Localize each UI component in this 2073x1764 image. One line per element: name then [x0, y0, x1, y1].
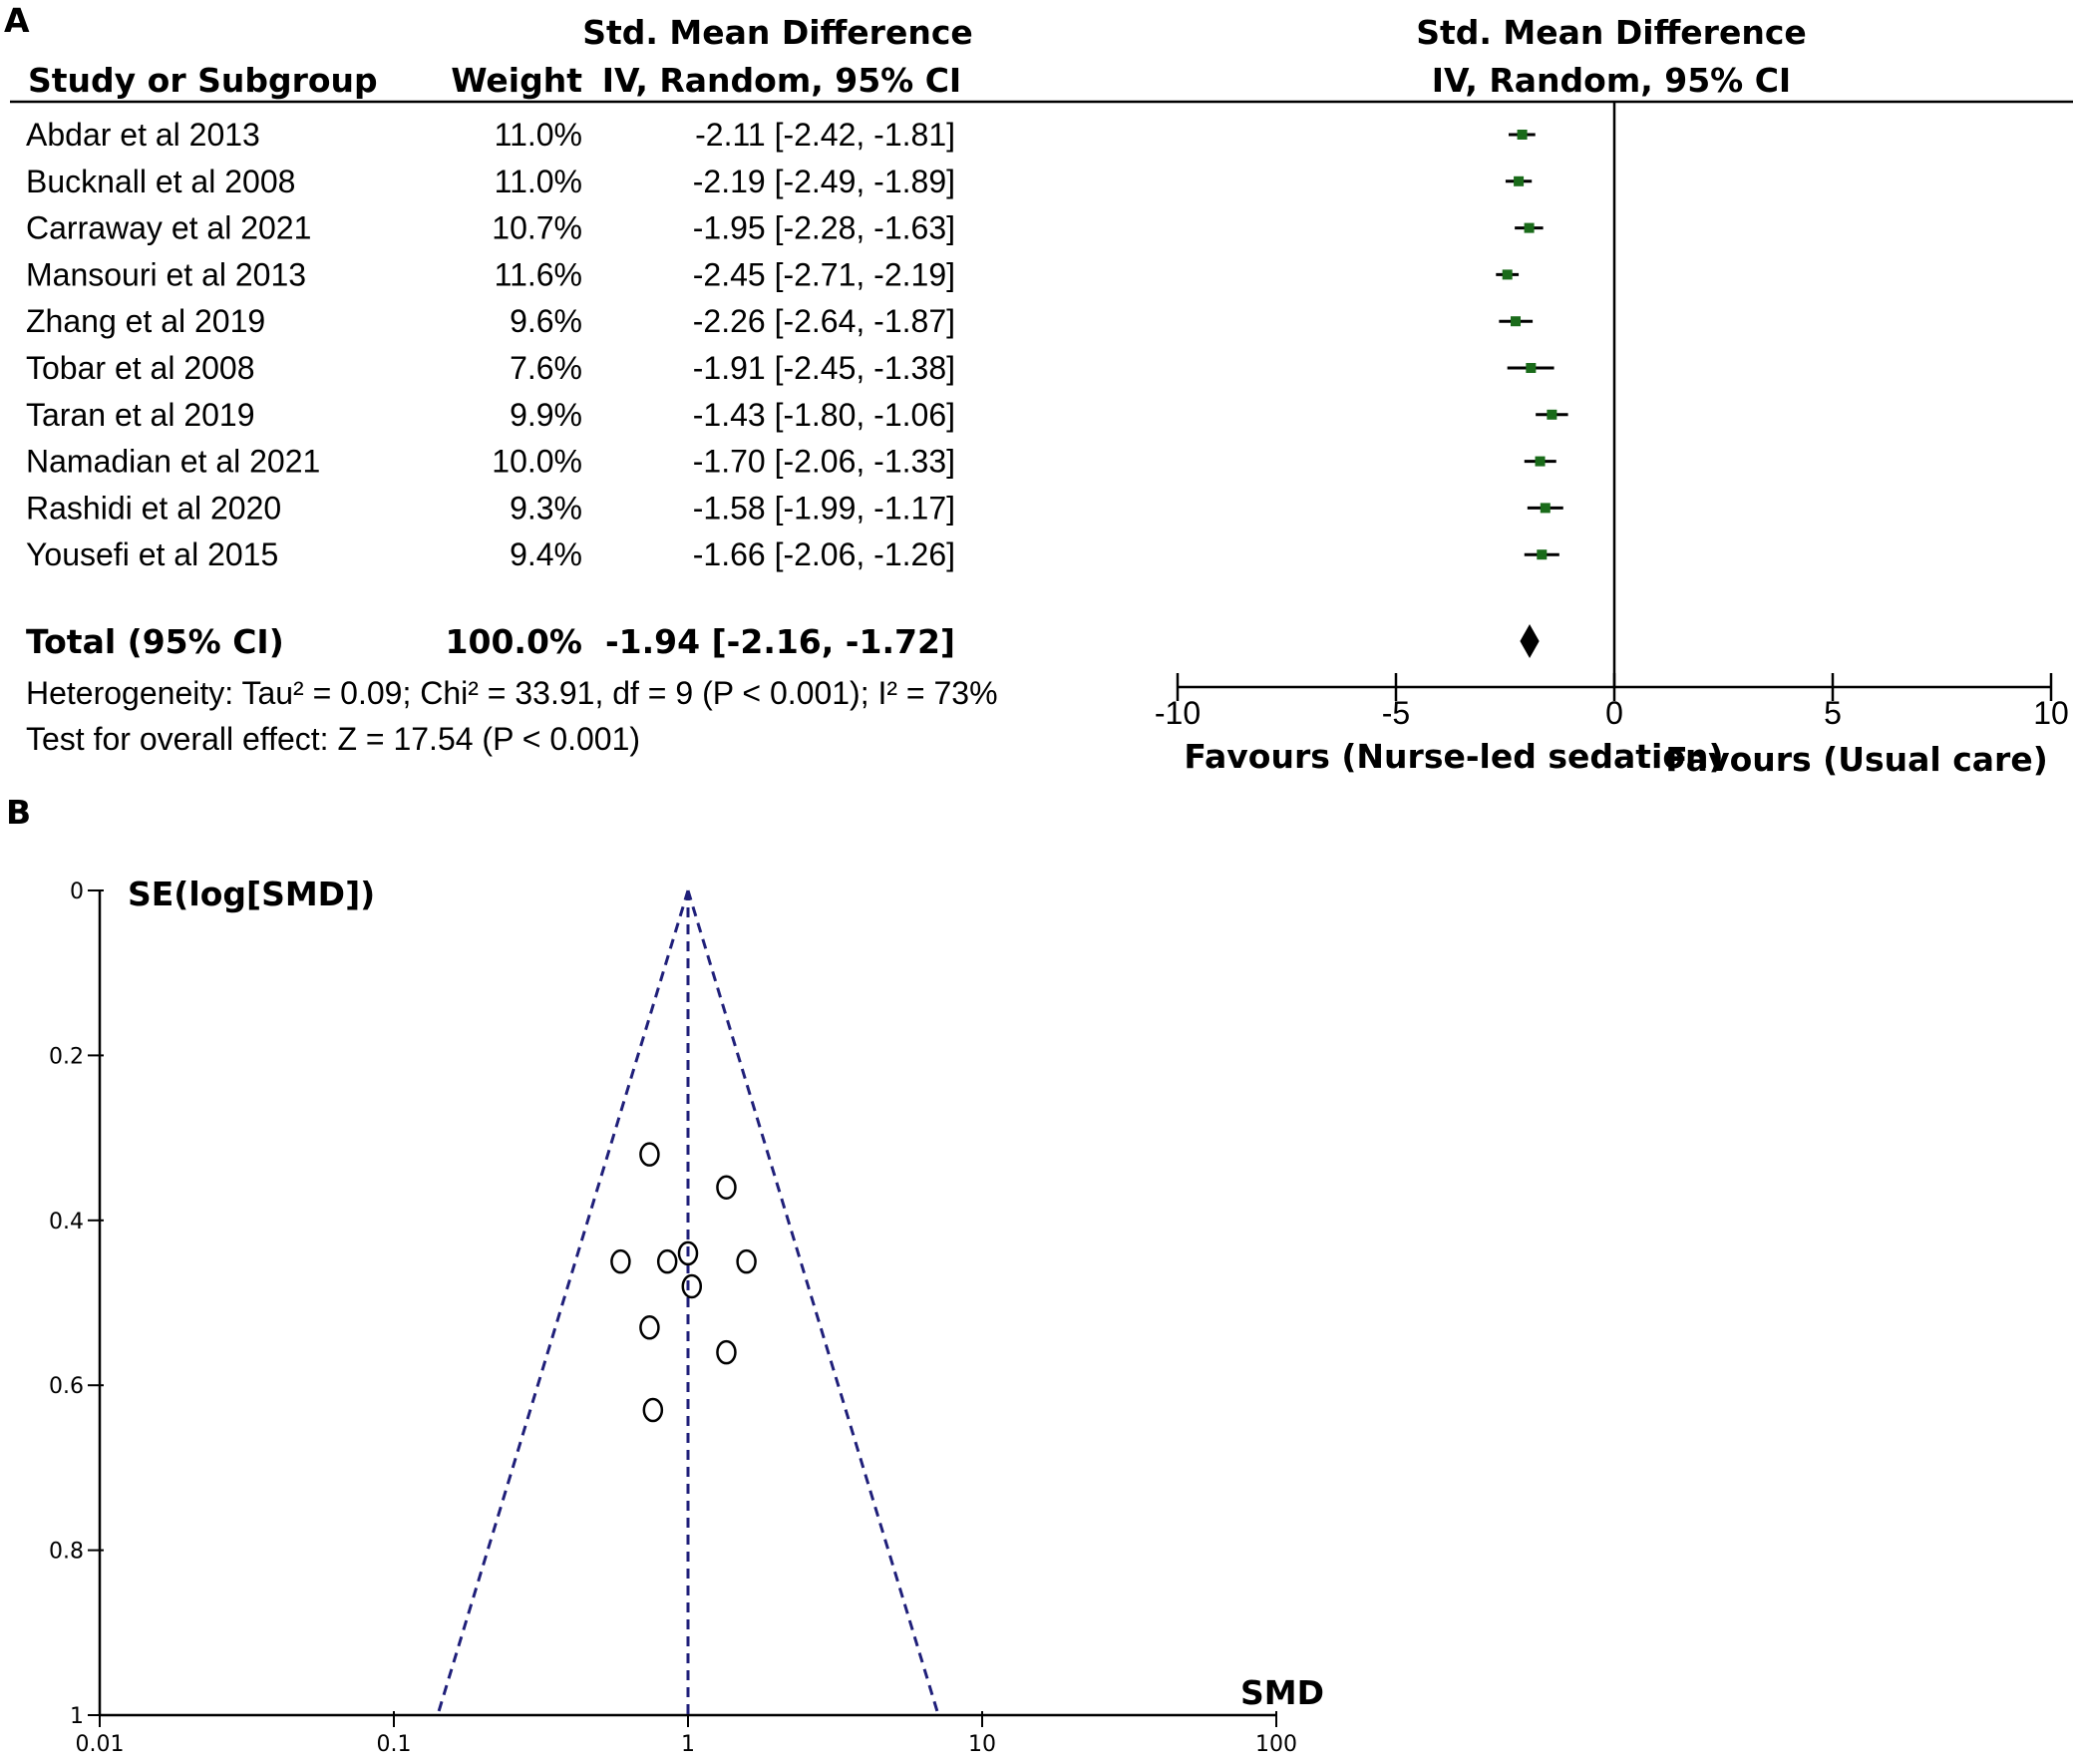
study-ci: -1.70 [-2.06, -1.33]: [693, 444, 955, 480]
total-label: Total (95% CI): [26, 622, 284, 661]
study-ci: -1.91 [-2.45, -1.38]: [693, 350, 955, 386]
study-name: Yousefi et al 2015: [26, 536, 278, 572]
funnel-y-tick-label: 0.4: [49, 1210, 84, 1235]
funnel-y-tick-label: 0.8: [49, 1540, 84, 1565]
study-ci: -2.19 [-2.49, -1.89]: [693, 164, 955, 199]
total-ci: -1.94 [-2.16, -1.72]: [605, 622, 955, 661]
funnel-point: [639, 1142, 660, 1167]
header-method: IV, Random, 95% CI: [602, 61, 961, 100]
forest-x-tick-label: -10: [1155, 695, 1201, 731]
study-name: Carraway et al 2021: [26, 210, 311, 246]
panel-a: A Std. Mean Difference Study or Subgroup…: [4, 1, 2073, 779]
study-weight: 11.0%: [495, 117, 582, 153]
study-weight: 9.3%: [510, 490, 582, 526]
study-ci: -1.95 [-2.28, -1.63]: [693, 210, 955, 246]
study-weight: 11.0%: [495, 164, 582, 199]
funnel-point: [716, 1339, 737, 1365]
panel-a-label: A: [4, 1, 30, 40]
forest-rows: Abdar et al 2013 11.0% -2.11 [-2.42, -1.81…: [26, 117, 955, 572]
funnel-ylabel: SE(log[SMD]): [128, 875, 375, 913]
funnel-point: [736, 1248, 757, 1274]
funnel-x-tick-label: 0.01: [76, 1732, 125, 1757]
heterogeneity-text: Heterogeneity: Tau² = 0.09; Chi² = 33.91…: [26, 675, 998, 711]
funnel-point: [642, 1397, 664, 1423]
favours-right-label: Favours (Usual care): [1665, 740, 2048, 779]
study-marker: [1540, 503, 1551, 514]
study-name: Tobar et al 2008: [26, 350, 255, 386]
study-marker: [1502, 269, 1513, 280]
funnel-point: [610, 1248, 631, 1274]
study-marker: [1537, 549, 1548, 560]
funnel-x-tick-label: 0.1: [377, 1732, 412, 1757]
funnel-x-tick-label: 10: [968, 1732, 996, 1757]
panel-b-label: B: [6, 793, 31, 832]
study-weight: 9.4%: [510, 536, 582, 572]
study-weight: 11.6%: [495, 256, 582, 292]
study-ci: -1.43 [-1.80, -1.06]: [693, 397, 955, 433]
study-weight: 7.6%: [510, 350, 582, 386]
plot-method: IV, Random, 95% CI: [1432, 61, 1791, 100]
study-marker: [1547, 409, 1557, 420]
funnel-plot-area: 0 0.2 0.4 0.6 0.8 1 0.01 0.1 1 10 100: [49, 880, 1297, 1757]
forest-x-tick-label: 10: [2033, 695, 2069, 731]
funnel-y-tick-label: 1: [70, 1704, 84, 1729]
study-weight: 10.7%: [492, 210, 582, 246]
study-name: Zhang et al 2019: [26, 303, 265, 339]
funnel-point: [677, 1240, 699, 1266]
study-name: Namadian et al 2021: [26, 444, 320, 480]
panel-b: B 0 0.2 0.4 0.6 0.8 1 0.01 0.1 1 10 100 SE(log[SMD…: [6, 793, 1324, 1757]
study-marker: [1511, 316, 1522, 327]
total-weight: 100.0%: [446, 622, 582, 661]
funnel-x-tick-label: 1: [681, 1732, 695, 1757]
study-marker: [1535, 456, 1546, 467]
study-weight: 9.9%: [510, 397, 582, 433]
forest-plot-area: -10 -5 0 5 10: [1155, 102, 2069, 731]
study-weight: 9.6%: [510, 303, 582, 339]
header-weight: Weight: [451, 61, 582, 100]
plot-title: Std. Mean Difference: [1416, 13, 1807, 52]
study-ci: -1.66 [-2.06, -1.26]: [693, 536, 955, 572]
forest-x-tick-label: 0: [1605, 695, 1623, 731]
study-marker: [1524, 222, 1535, 233]
funnel-point: [716, 1175, 737, 1200]
study-weight: 10.0%: [492, 444, 582, 480]
funnel-point: [656, 1248, 678, 1274]
funnel-y-tick-label: 0: [70, 880, 84, 904]
study-ci: -2.11 [-2.42, -1.81]: [695, 117, 955, 153]
study-marker: [1517, 130, 1528, 140]
study-name: Mansouri et al 2013: [26, 256, 306, 292]
study-marker: [1526, 363, 1537, 373]
header-smd-title: Std. Mean Difference: [582, 13, 973, 52]
study-name: Bucknall et al 2008: [26, 164, 295, 199]
funnel-x-tick-label: 100: [1255, 1732, 1297, 1757]
pooled-diamond: [1520, 624, 1540, 658]
study-name: Rashidi et al 2020: [26, 490, 281, 526]
funnel-point: [639, 1315, 660, 1340]
study-name: Abdar et al 2013: [26, 117, 260, 153]
funnel-point: [681, 1273, 703, 1299]
forest-x-tick-label: 5: [1824, 695, 1842, 731]
funnel-right-boundary: [686, 889, 940, 1716]
overall-effect-text: Test for overall effect: Z = 17.54 (P < …: [26, 721, 640, 757]
funnel-xlabel: SMD: [1240, 1673, 1324, 1712]
funnel-left-boundary: [436, 889, 690, 1716]
study-marker: [1514, 176, 1525, 186]
forest-x-tick-label: -5: [1382, 695, 1410, 731]
favours-left-label: Favours (Nurse-led sedation): [1184, 737, 1723, 776]
study-ci: -2.45 [-2.71, -2.19]: [693, 256, 955, 292]
header-study: Study or Subgroup: [28, 61, 378, 100]
study-ci: -1.58 [-1.99, -1.17]: [693, 490, 955, 526]
study-ci: -2.26 [-2.64, -1.87]: [693, 303, 955, 339]
funnel-y-tick-label: 0.2: [49, 1044, 84, 1069]
study-name: Taran et al 2019: [26, 397, 255, 433]
funnel-y-tick-label: 0.6: [49, 1374, 84, 1399]
